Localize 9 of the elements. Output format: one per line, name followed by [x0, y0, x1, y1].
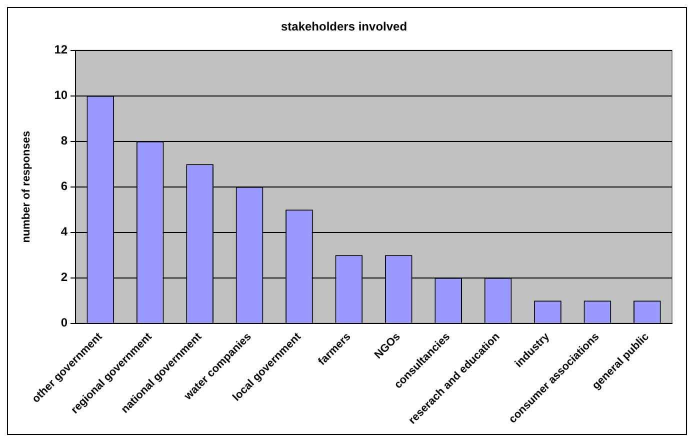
y-axis-title: number of responses [20, 130, 33, 243]
y-tick-label: 10 [54, 88, 68, 102]
y-tick-label: 0 [60, 316, 68, 330]
y-tick-label: 4 [60, 224, 68, 239]
y-tick-label: 8 [60, 134, 68, 148]
y-tick-label: 2 [60, 270, 68, 284]
y-tick-label: 6 [60, 179, 68, 194]
chart-title: stakeholders involved [280, 20, 408, 34]
y-tick-label: 12 [54, 42, 68, 57]
